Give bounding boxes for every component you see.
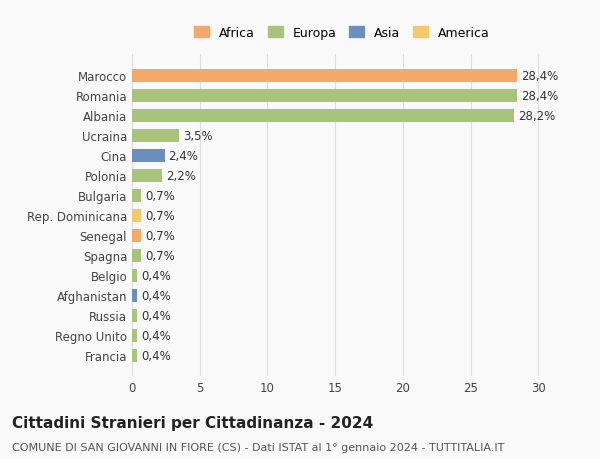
Text: 28,2%: 28,2%: [518, 110, 556, 123]
Text: 0,4%: 0,4%: [142, 289, 171, 302]
Text: 0,4%: 0,4%: [142, 269, 171, 282]
Bar: [132, 349, 137, 362]
Text: 0,7%: 0,7%: [146, 249, 175, 262]
Text: 0,7%: 0,7%: [146, 189, 175, 202]
Text: 0,4%: 0,4%: [142, 349, 171, 362]
Text: 0,4%: 0,4%: [142, 329, 171, 342]
Bar: [132, 70, 517, 83]
Legend: Africa, Europa, Asia, America: Africa, Europa, Asia, America: [191, 23, 493, 43]
Bar: [132, 229, 142, 242]
Text: 28,4%: 28,4%: [521, 70, 558, 83]
Text: 28,4%: 28,4%: [521, 90, 558, 103]
Text: 0,7%: 0,7%: [146, 229, 175, 242]
Bar: [132, 209, 142, 222]
Text: 0,7%: 0,7%: [146, 209, 175, 222]
Bar: [132, 269, 137, 282]
Text: 2,2%: 2,2%: [166, 169, 196, 182]
Bar: [132, 329, 137, 342]
Bar: [132, 289, 137, 302]
Text: 3,5%: 3,5%: [184, 129, 213, 142]
Bar: [132, 189, 142, 202]
Bar: [132, 90, 517, 102]
Bar: [132, 169, 162, 182]
Text: 0,4%: 0,4%: [142, 309, 171, 322]
Bar: [132, 249, 142, 262]
Bar: [132, 150, 164, 162]
Text: COMUNE DI SAN GIOVANNI IN FIORE (CS) - Dati ISTAT al 1° gennaio 2024 - TUTTITALI: COMUNE DI SAN GIOVANNI IN FIORE (CS) - D…: [12, 442, 505, 452]
Bar: [132, 110, 514, 123]
Text: Cittadini Stranieri per Cittadinanza - 2024: Cittadini Stranieri per Cittadinanza - 2…: [12, 415, 373, 430]
Text: 2,4%: 2,4%: [169, 150, 199, 162]
Bar: [132, 129, 179, 142]
Bar: [132, 309, 137, 322]
